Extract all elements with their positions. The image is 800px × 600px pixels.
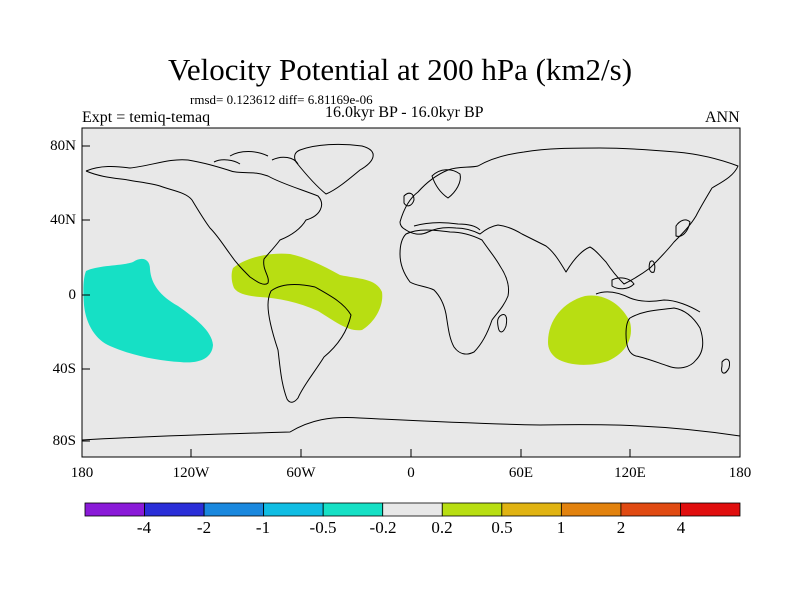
coast-british-isles (403, 192, 415, 207)
colorbar-swatch (560, 502, 622, 517)
anomaly-region-tropical-atlantic (231, 253, 383, 331)
lat-label-40n: 40N (50, 212, 76, 228)
colorbar-swatch (203, 502, 265, 517)
coast-eurasia (399, 147, 739, 285)
coast-mediterranean (413, 222, 481, 231)
coast-africa (399, 229, 509, 355)
colorbar-label: -0.5 (309, 518, 337, 537)
plot-frame (81, 127, 741, 458)
period-label: 16.0kyr BP - 16.0kyr BP (325, 104, 484, 121)
coast-east-asian-islands (648, 219, 691, 273)
coast-north-america (85, 159, 322, 285)
lat-label-80s: 80S (52, 433, 76, 449)
lon-label-120w: 120W (172, 465, 210, 481)
stats-line: rmsd= 0.123612 diff= 6.81169e-06 (190, 92, 373, 107)
colorbar-swatch (382, 502, 443, 517)
colorbar-label: 1 (556, 518, 566, 537)
colorbar-label: 0.2 (431, 518, 453, 537)
coast-antarctica (81, 417, 741, 441)
lon-label-60e: 60E (508, 465, 534, 481)
map-background (82, 128, 740, 457)
colorbar-label: -4 (136, 518, 152, 537)
lon-label-0: 0 (407, 465, 415, 481)
coastlines (81, 143, 741, 441)
colorbar-label: 2 (616, 518, 626, 537)
coast-maritime-continent (595, 277, 701, 313)
lon-label-60w: 60W (286, 465, 316, 481)
anomaly-region-central-pacific (83, 258, 214, 363)
colorbar-swatch (441, 502, 503, 517)
coast-madagascar (497, 313, 508, 333)
lon-label-180-east: 180 (728, 465, 752, 481)
colorbar-swatch (680, 502, 741, 517)
coast-new-zealand (721, 358, 730, 374)
lon-label-120e: 120E (614, 465, 646, 481)
colorbar-swatch (263, 502, 324, 517)
coast-scandinavia (431, 169, 461, 199)
lon-label-180-west: 180 (70, 465, 94, 481)
coast-australia (625, 307, 704, 369)
colorbar-label: 0.5 (491, 518, 513, 537)
colorbar (84, 502, 741, 517)
lat-label-40s: 40S (52, 361, 76, 377)
page-title: Velocity Potential at 200 hPa (km2/s) (167, 52, 633, 87)
colorbar-label: 4 (676, 518, 686, 537)
lat-label-0: 0 (68, 287, 77, 303)
colorbar-label: -1 (255, 518, 271, 537)
experiment-label: Expt = temiq-temaq (82, 109, 211, 126)
colorbar-label: -0.2 (369, 518, 397, 537)
colorbar-swatch (322, 502, 384, 517)
season-label: ANN (705, 109, 740, 126)
colorbar-swatch (501, 502, 562, 517)
colorbar-swatch (144, 502, 205, 517)
anomaly-region-indian-ocean (548, 295, 632, 365)
lat-label-80n: 80N (50, 138, 76, 154)
coast-south-america (267, 284, 352, 403)
colorbar-swatch (84, 502, 145, 517)
colorbar-label: -2 (196, 518, 212, 537)
colorbar-swatch (620, 502, 681, 517)
coast-arctic-islands (213, 151, 299, 165)
